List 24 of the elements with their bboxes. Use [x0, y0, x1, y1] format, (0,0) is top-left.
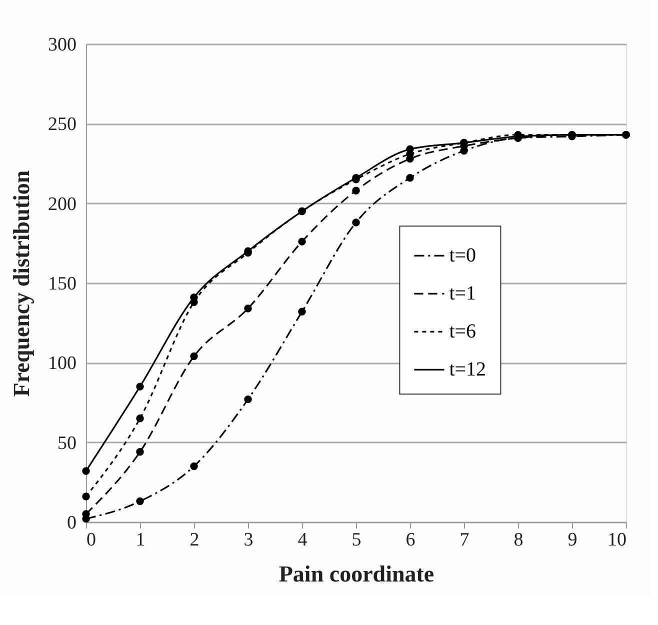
- x-tick-label: 10: [608, 530, 626, 550]
- x-tick-label: 7: [460, 530, 470, 550]
- legend-label: t=1: [449, 282, 476, 305]
- x-tick-label: 5: [352, 530, 362, 550]
- legend-label: t=0: [449, 244, 476, 267]
- x-tick-label: 2: [190, 530, 200, 550]
- x-tick-label: 9: [568, 530, 578, 550]
- y-tick-label: 250: [48, 114, 76, 136]
- y-tick-label: 150: [48, 274, 76, 294]
- y-tick-label: 0: [67, 512, 76, 534]
- x-tick-label: 1: [136, 530, 146, 550]
- x-tick-label: 8: [514, 530, 524, 550]
- y-tick-label: 50: [58, 432, 76, 454]
- legend-label: t=6: [449, 320, 476, 343]
- legend-label: t=12: [449, 358, 486, 381]
- x-tick-label: 0: [86, 530, 96, 550]
- y-tick-label: 200: [48, 194, 76, 215]
- y-tick-label: 100: [48, 353, 76, 374]
- y-axis-title: Frequency distribution: [9, 170, 34, 397]
- x-tick-label: 4: [298, 530, 308, 550]
- x-axis-title: Pain coordinate: [278, 562, 434, 586]
- y-tick-label: 300: [48, 34, 76, 56]
- x-tick-label: 3: [244, 530, 254, 550]
- x-tick-label: 6: [406, 530, 416, 550]
